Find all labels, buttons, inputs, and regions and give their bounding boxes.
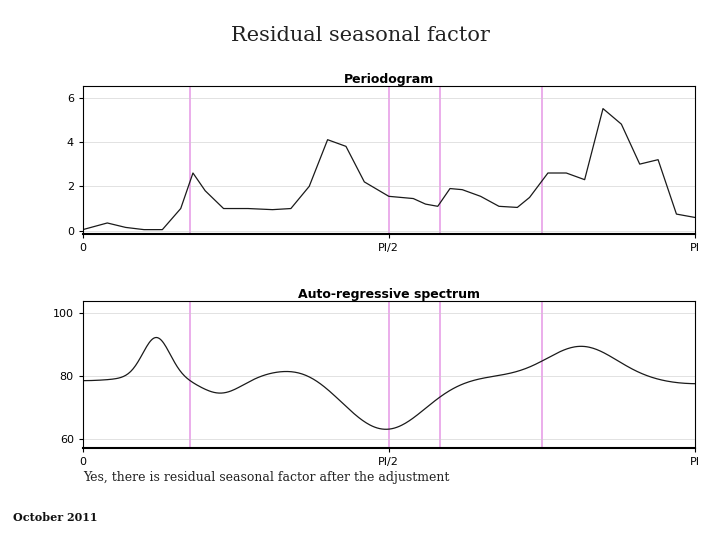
Text: Residual seasonal factor: Residual seasonal factor bbox=[230, 25, 490, 45]
Text: Yes, there is residual seasonal factor after the adjustment: Yes, there is residual seasonal factor a… bbox=[83, 471, 449, 484]
Text: October 2011: October 2011 bbox=[13, 512, 97, 523]
Title: Periodogram: Periodogram bbox=[343, 73, 434, 86]
Title: Auto-regressive spectrum: Auto-regressive spectrum bbox=[298, 287, 480, 301]
